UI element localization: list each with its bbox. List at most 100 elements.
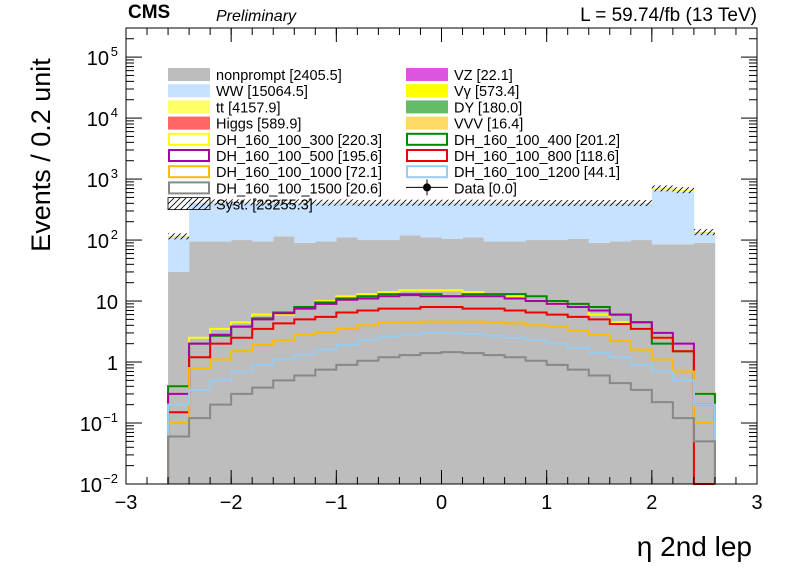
x-tick-label-6: 3	[751, 492, 762, 514]
y-tick-exponent-6: 4	[111, 105, 118, 120]
stack-bar-1-10	[378, 203, 400, 241]
legend-label-left-1: WW [15064.5]	[216, 84, 308, 100]
syst-band-11	[399, 199, 421, 206]
legend-swatch-left-0	[168, 68, 210, 81]
syst-band-21	[609, 200, 631, 207]
legend-data-marker	[423, 183, 431, 192]
syst-band-17	[525, 200, 547, 207]
x-tick-label-3: 0	[436, 492, 447, 514]
stack-bar-0-2	[210, 241, 232, 484]
syst-band-7	[315, 199, 337, 206]
legend-swatch-right-4	[406, 132, 448, 146]
stack-bar-1-16	[504, 203, 526, 242]
syst-band-18	[546, 200, 568, 207]
stack-bar-1-6	[294, 202, 316, 243]
legend-swatch-right-1	[406, 84, 448, 98]
legend-swatch-right-3	[406, 116, 448, 130]
stack-bar-1-21	[609, 203, 632, 242]
signal-lines-layer	[167, 289, 716, 485]
stack-bar-0-8	[336, 237, 358, 484]
stack-bar-0-24	[672, 244, 695, 484]
stack-bar-1-13	[441, 203, 463, 239]
syst-band-0	[168, 233, 190, 240]
y-tick-label-6: 10	[87, 109, 109, 131]
syst-band-14	[462, 199, 484, 206]
stack-bar-1-3	[231, 202, 253, 241]
y-tick-label-5: 10	[87, 170, 109, 192]
y-tick-exponent-1: −1	[103, 410, 118, 425]
stack-bar-0-4	[252, 241, 274, 484]
legend-swatch-left-6	[168, 165, 210, 179]
stack-bar-0-22	[630, 240, 653, 484]
stack-bar-0-10	[378, 240, 400, 484]
stack-bar-1-14	[462, 203, 484, 238]
y-tick-exponent-7: 5	[111, 44, 118, 59]
stack-bar-0-18	[546, 240, 568, 484]
y-tick-label-3: 10	[96, 292, 118, 314]
legend-swatch-right-6	[406, 165, 448, 179]
y-tick-exponent-5: 3	[111, 166, 118, 181]
stack-bar-0-0	[168, 271, 190, 484]
syst-band-13	[441, 199, 463, 206]
syst-band-19	[567, 200, 589, 207]
legend-label-left-3: Higgs [589.9]	[216, 117, 301, 133]
y-tick-label-2: 1	[107, 353, 118, 375]
stack-bar-0-23	[651, 244, 674, 484]
legend-label-right-1: Vγ [573.4]	[454, 84, 519, 100]
stack-bar-1-8	[336, 202, 358, 238]
stack-bar-0-16	[504, 241, 526, 484]
stack-bar-0-25	[693, 242, 716, 484]
stack-bar-1-12	[420, 203, 442, 238]
signal-line-2	[167, 294, 716, 484]
cms-label: CMS	[128, 2, 170, 23]
legend-label-left-5: DH_160_100_500 [195.6]	[216, 149, 382, 165]
legend-label-right-7: Data [0.0]	[454, 181, 517, 197]
syst-band-5	[273, 199, 295, 206]
stack-bar-1-9	[357, 203, 379, 241]
legend-label-right-2: DY [180.0]	[454, 100, 522, 116]
syst-band-20	[588, 200, 610, 207]
legend-swatch-left-3	[168, 116, 210, 130]
syst-band-4	[252, 199, 274, 206]
stack-bar-1-22	[630, 203, 653, 241]
syst-band-2	[210, 199, 232, 206]
legend-label-left-0: nonprompt [2405.5]	[216, 68, 342, 84]
x-tick-label-0: −3	[115, 492, 138, 514]
x-tick-label-5: 2	[646, 492, 657, 514]
syst-band-3	[231, 199, 253, 206]
stack-bar-1-4	[252, 203, 274, 242]
stack-bar-1-17	[525, 203, 547, 241]
syst-band-24	[672, 187, 694, 194]
x-tick-label-2: −1	[325, 492, 348, 514]
stack-bar-1-19	[567, 203, 590, 239]
y-tick-exponent-0: −2	[103, 471, 118, 486]
legend-swatch-left-5	[168, 149, 210, 162]
stack-bar-1-20	[588, 203, 611, 243]
stack-bar-0-7	[315, 241, 337, 484]
legend: nonprompt [2405.5]WW [15064.5]tt [4157.9…	[167, 68, 620, 214]
stack-bar-1-0	[168, 237, 190, 272]
stack-bar-0-3	[231, 240, 253, 484]
stack-bar-0-15	[483, 241, 505, 484]
legend-swatch-right-0	[406, 68, 448, 81]
stack-bar-0-14	[462, 237, 484, 484]
stack-bar-1-24	[672, 191, 695, 245]
stack-bar-1-15	[483, 203, 505, 242]
stack-bar-1-7	[315, 203, 337, 242]
syst-band-8	[336, 199, 358, 206]
syst-band-12	[420, 199, 442, 206]
legend-label-right-5: DH_160_100_800 [118.6]	[454, 149, 619, 165]
syst-band-22	[630, 200, 652, 207]
syst-band-9	[357, 200, 379, 207]
stack-bar-1-25	[693, 233, 716, 243]
legend-swatch-left-7	[168, 181, 210, 195]
y-tick-label-1: 10	[80, 414, 102, 436]
legend-label-right-6: DH_160_100_1200 [44.1]	[454, 165, 620, 181]
y-axis-title: Events / 0.2 unit	[26, 58, 56, 252]
syst-band-25	[693, 229, 715, 236]
stack-bar-1-11	[399, 203, 421, 236]
syst-band-16	[504, 200, 526, 207]
stack-bar-0-9	[357, 240, 379, 484]
legend-label-left-2: tt [4157.9]	[216, 100, 281, 116]
